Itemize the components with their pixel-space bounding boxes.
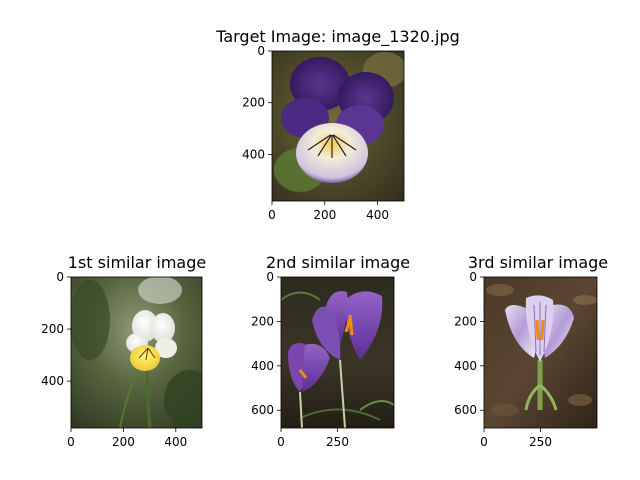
x-tick-label: 400: [366, 208, 389, 222]
y-tick-label: 600: [454, 403, 477, 417]
first-similar-frame: [70, 276, 203, 429]
target-image-title: Target Image: image_1320.jpg: [215, 27, 460, 47]
x-tick-label: 0: [480, 435, 488, 449]
y-tick-label: 600: [251, 403, 274, 417]
y-tick-label: 0: [56, 270, 64, 284]
y-tick-label: 200: [251, 314, 274, 328]
y-tick-label: 400: [454, 359, 477, 373]
target-image: [272, 51, 404, 201]
y-tick-label: 400: [41, 374, 64, 388]
second-similar-image: [281, 277, 394, 428]
first-similar-panel: 1st similar image 0 200 400 0 200 400: [41, 253, 206, 449]
y-tick-label: 200: [41, 322, 64, 336]
x-tick-label: 400: [164, 435, 187, 449]
second-similar-panel: 2nd similar image 0 250 0 200 400 600: [251, 253, 410, 449]
x-tick-label: 200: [112, 435, 135, 449]
y-tick-label: 0: [266, 270, 274, 284]
third-similar-image: [484, 277, 597, 428]
second-similar-title: 2nd similar image: [266, 253, 410, 272]
x-tick-label: 250: [326, 435, 349, 449]
x-tick-label: 200: [313, 208, 336, 222]
target-image-axes: 0 200 400 0 200 400: [242, 44, 389, 222]
x-tick-label: 0: [277, 435, 285, 449]
x-tick-label: 0: [268, 208, 276, 222]
first-similar-axes: 0 200 400 0 200 400: [41, 270, 187, 449]
y-tick-label: 0: [257, 44, 265, 58]
third-similar-title: 3rd similar image: [468, 253, 608, 272]
y-tick-label: 400: [242, 147, 265, 161]
first-similar-image: [71, 277, 202, 428]
first-similar-title: 1st similar image: [68, 253, 206, 272]
y-tick-label: 200: [454, 314, 477, 328]
target-image-panel: Target Image: image_1320.jpg 0 200 400 0 200…: [215, 27, 460, 222]
target-image-frame: [271, 50, 405, 202]
y-tick-label: 0: [469, 270, 477, 284]
x-tick-label: 250: [529, 435, 552, 449]
second-similar-axes: 0 250 0 200 400 600: [251, 270, 349, 449]
third-similar-panel: 3rd similar image 0 250 0 200 400 600: [454, 253, 608, 449]
third-similar-axes: 0 250 0 200 400 600: [454, 270, 552, 449]
y-tick-label: 200: [242, 96, 265, 110]
y-tick-label: 400: [251, 359, 274, 373]
x-tick-label: 0: [67, 435, 75, 449]
